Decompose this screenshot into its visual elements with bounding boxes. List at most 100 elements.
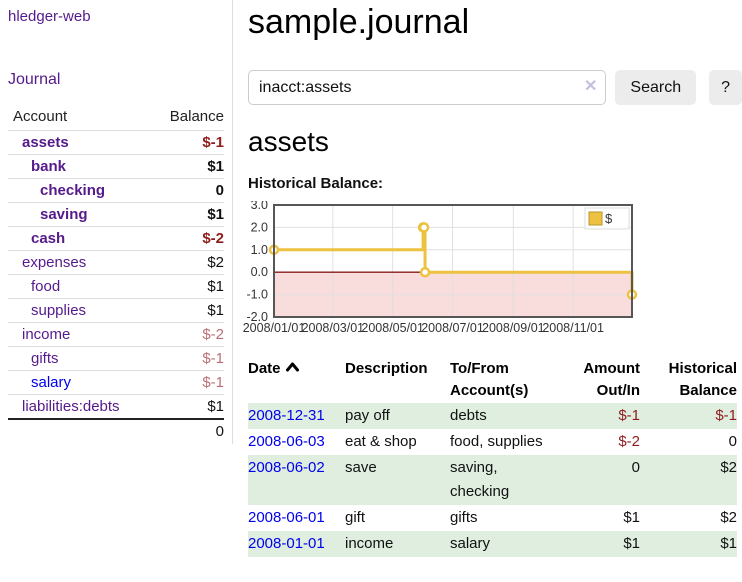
transaction-balance: $2 xyxy=(720,509,737,526)
account-balance: $1 xyxy=(207,278,224,295)
transaction-balance: 0 xyxy=(728,433,737,450)
account-balance: $1 xyxy=(207,302,224,319)
register-col-amount-out-in: Amount Out/In xyxy=(583,360,640,399)
register-col-to-from-account-s-: To/From Account(s) xyxy=(450,360,529,399)
sidebar: hledger-web Journal Account Balance asse… xyxy=(0,0,233,444)
sidebar-account-income[interactable]: income xyxy=(22,326,71,343)
svg-text:$: $ xyxy=(605,211,613,226)
transaction-accounts: gifts xyxy=(450,509,478,526)
sidebar-account-bank[interactable]: bank xyxy=(31,158,67,175)
transaction-date-link[interactable]: 2008-06-03 xyxy=(248,433,325,450)
search-form: ✕ Search ? xyxy=(248,70,742,105)
sidebar-account-food[interactable]: food xyxy=(31,278,61,295)
transaction-amount: $1 xyxy=(623,509,640,526)
svg-text:2008/03/01: 2008/03/01 xyxy=(302,321,365,335)
accounts-total-row: 0 xyxy=(8,418,224,443)
svg-text:2008/07/01: 2008/07/01 xyxy=(421,321,484,335)
transaction-accounts: food, supplies xyxy=(450,433,543,450)
sidebar-account-expenses[interactable]: expenses xyxy=(22,254,87,271)
search-input[interactable] xyxy=(248,70,607,105)
sidebar-account-row: supplies $1 xyxy=(8,298,224,322)
transaction-accounts: debts xyxy=(450,407,487,424)
sidebar-account-row: assets $-1 xyxy=(8,130,224,154)
accounts-rows: assets $-1 bank $1 checking 0 saving $1 cash $-2 e… xyxy=(8,130,224,418)
transaction-description: gift xyxy=(345,509,366,526)
account-balance: $2 xyxy=(207,254,224,271)
account-heading: assets xyxy=(248,126,329,157)
register-col-date[interactable]: Date xyxy=(248,357,345,403)
account-balance: $1 xyxy=(207,206,224,223)
chart-canvas: 3.0 2.0 1.0 0.0 -1.0 -2.02008/01/012008/03/01… xyxy=(243,198,638,335)
historical-balance-chart: 3.0 2.0 1.0 0.0 -1.0 -2.0 2008/01/01 2008/03/01… xyxy=(238,198,742,347)
svg-text:2.0: 2.0 xyxy=(251,220,268,234)
svg-text:2008/11/01: 2008/11/01 xyxy=(542,321,604,335)
account-balance: $1 xyxy=(207,158,224,175)
register-row: 2008-06-01 gift gifts $1 $2 xyxy=(248,505,737,531)
sidebar-account-row: liabilities:debts $1 xyxy=(8,394,224,418)
accounts-total-value: 0 xyxy=(215,423,224,440)
sidebar-account-row: food $1 xyxy=(8,274,224,298)
transaction-amount: $-1 xyxy=(618,407,640,424)
transaction-accounts: salary xyxy=(450,535,491,552)
transaction-date-link[interactable]: 2008-12-31 xyxy=(248,407,325,424)
svg-text:0.0: 0.0 xyxy=(251,265,268,279)
svg-text:3.0: 3.0 xyxy=(251,201,268,212)
nav-journal-link[interactable]: Journal xyxy=(8,71,61,88)
register-col-description: Description xyxy=(345,360,428,377)
sidebar-account-checking[interactable]: checking xyxy=(40,182,106,199)
account-balance: 0 xyxy=(215,182,224,199)
transaction-amount: $-2 xyxy=(618,433,640,450)
chart-title: Historical Balance: xyxy=(248,175,384,192)
svg-text:2008/09/01: 2008/09/01 xyxy=(482,321,545,335)
sidebar-account-cash[interactable]: cash xyxy=(31,230,66,247)
svg-text:-1.0: -1.0 xyxy=(246,288,268,302)
account-balance: $-2 xyxy=(202,326,224,343)
register-table: Date Description To/From Account(s) Amount … xyxy=(248,357,737,557)
clear-search-icon[interactable]: ✕ xyxy=(583,78,598,95)
sidebar-account-assets[interactable]: assets xyxy=(22,134,69,151)
accounts-table: Account Balance assets $-1 bank $1 checking 0… xyxy=(8,104,224,443)
sidebar-account-gifts[interactable]: gifts xyxy=(31,350,59,367)
transaction-accounts: saving, checking xyxy=(450,459,510,500)
sidebar-account-row: checking 0 xyxy=(8,178,224,202)
register-row: 2008-01-01 income salary $1 $1 xyxy=(248,531,737,557)
transaction-description: pay off xyxy=(345,407,390,424)
transaction-date-link[interactable]: 2008-06-01 xyxy=(248,509,325,526)
svg-text:1.0: 1.0 xyxy=(251,243,268,257)
sidebar-account-row: income $-2 xyxy=(8,322,224,346)
register-row: 2008-06-03 eat & shop food, supplies $-2 0 xyxy=(248,429,737,455)
transaction-description: eat & shop xyxy=(345,433,417,450)
main-content: sample.journal ✕ Search ? assets Histori… xyxy=(243,0,742,557)
page-title: sample.journal xyxy=(248,3,470,41)
help-button[interactable]: ? xyxy=(709,70,742,105)
transaction-balance: $1 xyxy=(720,535,737,552)
transaction-amount: $1 xyxy=(623,535,640,552)
transaction-description: income xyxy=(345,535,394,552)
transaction-date-link[interactable]: 2008-06-02 xyxy=(248,459,325,476)
account-balance: $-1 xyxy=(202,374,224,391)
sidebar-account-saving[interactable]: saving xyxy=(40,206,88,223)
transaction-description: save xyxy=(345,459,377,476)
svg-text:2008/01/01: 2008/01/01 xyxy=(243,321,306,335)
accounts-col-account: Account xyxy=(13,108,68,125)
sidebar-account-liabilities-debts[interactable]: liabilities:debts xyxy=(22,398,120,415)
register-col-historical-balance: Historical Balance xyxy=(668,360,737,399)
sidebar-account-row: saving $1 xyxy=(8,202,224,226)
sidebar-account-salary[interactable]: salary xyxy=(31,374,72,391)
transaction-balance: $2 xyxy=(720,459,737,476)
sidebar-account-supplies[interactable]: supplies xyxy=(31,302,87,319)
transaction-amount: 0 xyxy=(631,459,640,476)
transaction-date-link[interactable]: 2008-01-01 xyxy=(248,535,325,552)
svg-text:2008/05/01: 2008/05/01 xyxy=(361,321,424,335)
account-balance: $1 xyxy=(207,398,224,415)
app-title-link[interactable]: hledger-web xyxy=(8,8,91,25)
accounts-table-header: Account Balance xyxy=(8,104,224,130)
sidebar-account-row: expenses $2 xyxy=(8,250,224,274)
search-button[interactable]: Search xyxy=(615,70,697,105)
accounts-col-balance: Balance xyxy=(169,108,224,125)
account-balance: $-1 xyxy=(202,350,224,367)
register-row: 2008-06-02 save saving, checking 0 $2 xyxy=(248,455,737,505)
transaction-balance: $-1 xyxy=(715,407,737,424)
sidebar-account-row: cash $-2 xyxy=(8,226,224,250)
register-row: 2008-12-31 pay off debts $-1 $-1 xyxy=(248,403,737,429)
